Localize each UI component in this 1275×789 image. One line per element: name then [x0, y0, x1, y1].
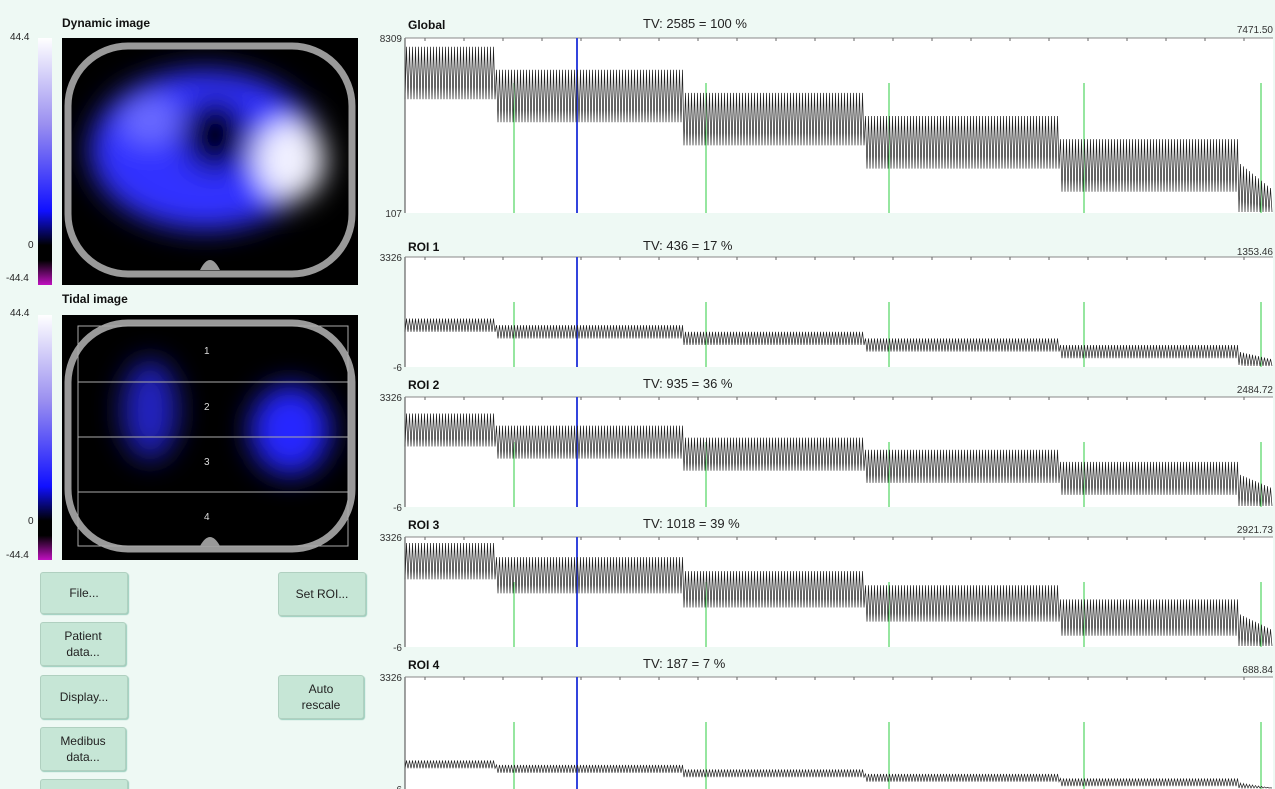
y-min: 107: [385, 209, 402, 220]
y-max: 3326: [380, 533, 403, 544]
scale-label: 0: [28, 240, 34, 251]
y-min: -6: [393, 503, 402, 514]
colorbar: [38, 38, 52, 285]
waveform-plots: Global TV: 2585 = 100 % 7471.50 8309 107 ROI …: [380, 16, 1274, 789]
button[interactable]: Set ROI...: [278, 572, 366, 616]
waveform: [404, 46, 1273, 213]
tidal-volume: TV: 1018 = 39 %: [643, 516, 740, 531]
plot-area: [405, 257, 1273, 367]
panel-title: Dynamic image: [62, 16, 151, 30]
button[interactable]: [40, 779, 128, 789]
scale-label: -44.4: [6, 273, 29, 284]
plot-title: ROI 2: [408, 378, 440, 392]
tidal-volume: TV: 935 = 36 %: [643, 376, 733, 391]
scale-label: 44.4: [10, 308, 30, 319]
button[interactable]: Auto rescale: [278, 675, 364, 719]
y-max: 3326: [380, 393, 403, 404]
dynamic-image: [62, 38, 358, 285]
current-value: 2484.72: [1237, 385, 1274, 396]
waveform: [404, 542, 1273, 647]
current-value: 7471.50: [1237, 25, 1274, 36]
plot-title: ROI 1: [408, 240, 440, 254]
tidal-volume: TV: 2585 = 100 %: [643, 16, 747, 31]
waveform: [404, 318, 1273, 367]
colorbar: [38, 315, 52, 560]
current-value: 1353.46: [1237, 247, 1274, 258]
plot-title: ROI 3: [408, 518, 440, 532]
plot-title: ROI 4: [408, 658, 440, 672]
current-value: 688.84: [1242, 665, 1273, 676]
y-max: 3326: [380, 253, 403, 264]
plot-title: Global: [408, 18, 445, 32]
button[interactable]: File...: [40, 572, 128, 614]
tidal-volume: TV: 436 = 17 %: [643, 238, 733, 253]
current-value: 2921.73: [1237, 525, 1274, 536]
y-max: 3326: [380, 673, 403, 684]
region-label: 4: [204, 512, 210, 523]
scale-label: 0: [28, 516, 34, 527]
tidal-volume: TV: 187 = 7 %: [643, 656, 726, 671]
region-label: 2: [204, 402, 210, 413]
y-min: -6: [393, 785, 402, 789]
waveform: [404, 760, 1273, 789]
y-max: 8309: [380, 34, 403, 45]
button[interactable]: Display...: [40, 675, 128, 719]
y-min: -6: [393, 363, 402, 374]
y-min: -6: [393, 643, 402, 654]
panel-title: Tidal image: [62, 292, 128, 306]
scale-label: -44.4: [6, 550, 29, 561]
images: [38, 38, 358, 560]
scale-label: 44.4: [10, 32, 30, 43]
region-label: 3: [204, 457, 210, 468]
region-label: 1: [204, 346, 210, 357]
waveform: [404, 413, 1273, 507]
tidal-image: [62, 315, 358, 560]
button[interactable]: Medibus data...: [40, 727, 126, 771]
button[interactable]: Patient data...: [40, 622, 126, 666]
